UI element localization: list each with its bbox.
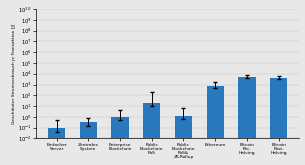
Bar	[270, 78, 287, 165]
Bar	[111, 117, 129, 165]
Bar	[143, 103, 160, 165]
Bar	[175, 116, 192, 165]
Y-axis label: Geschätzter Stromverbrauch je Transaktion [J]: Geschätzter Stromverbrauch je Transaktio…	[12, 24, 16, 124]
Bar	[206, 86, 224, 165]
Bar	[238, 77, 256, 165]
Bar	[80, 122, 97, 165]
Bar	[48, 128, 65, 165]
